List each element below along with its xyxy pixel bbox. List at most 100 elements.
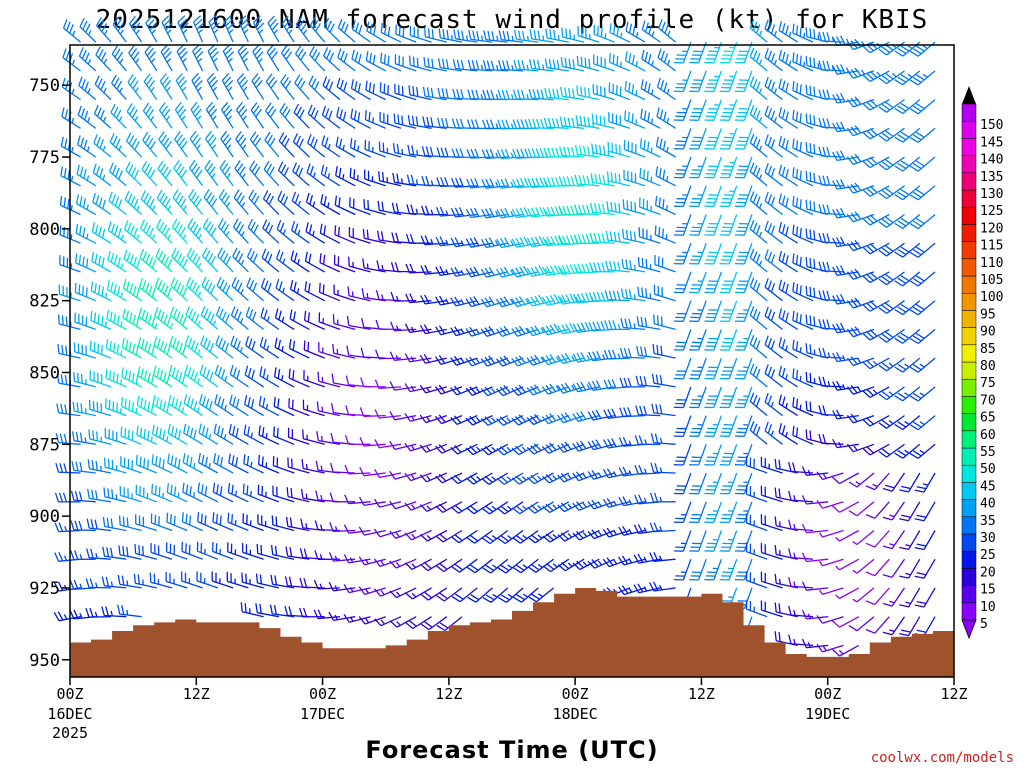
wind-barb (272, 485, 295, 503)
wind-barb (261, 248, 280, 273)
wind-barb (865, 530, 890, 548)
wind-barb (263, 160, 280, 187)
colorbar-segment (961, 430, 977, 449)
wind-barb (593, 54, 615, 72)
wind-barb (774, 487, 798, 503)
wind-barb (862, 386, 890, 398)
wind-barb (749, 133, 768, 158)
wind-barb (135, 484, 158, 503)
wind-barb (135, 514, 157, 532)
wind-barb (435, 295, 463, 306)
wind-barb (211, 541, 234, 560)
colorbar-label: 90 (980, 325, 996, 340)
wind-barb (865, 472, 890, 491)
wind-barb (689, 501, 707, 524)
wind-barb (818, 117, 844, 129)
y-tick-label: 750 (29, 76, 60, 96)
wind-barb (704, 271, 723, 294)
wind-barb (862, 415, 890, 427)
wind-barb (242, 483, 264, 503)
wind-barb (862, 99, 890, 111)
wind-barb (792, 23, 814, 43)
wind-barb (350, 79, 371, 101)
wind-barb (404, 558, 432, 570)
wind-barb (878, 156, 905, 171)
wind-barb (878, 386, 905, 401)
wind-barb (181, 541, 203, 560)
wind-barb (652, 344, 676, 359)
wind-barb (304, 281, 325, 302)
wind-barb (230, 306, 249, 330)
wind-barb (182, 453, 203, 474)
colorbar-label: 100 (980, 290, 1003, 305)
wind-barb (274, 337, 295, 359)
wind-barb (277, 190, 295, 215)
wind-barb (136, 395, 158, 417)
wind-barb (409, 25, 432, 43)
wind-barb (343, 524, 371, 534)
wind-barb (293, 103, 310, 129)
wind-barb (152, 365, 173, 388)
wind-barb (704, 501, 723, 524)
wind-barb (587, 499, 615, 510)
wind-barb (654, 195, 676, 216)
wind-barb (749, 277, 768, 302)
wind-barb (93, 134, 112, 158)
wind-barb (467, 89, 493, 101)
wind-barb (70, 490, 96, 503)
wind-barb (166, 483, 188, 503)
wind-barb (256, 543, 280, 560)
wind-barb (351, 49, 371, 72)
wind-barb (778, 279, 799, 302)
chart-title: 2025121600 NAM forecast wind profile (kt… (96, 5, 929, 35)
wind-barb (135, 455, 158, 474)
wind-barb (389, 616, 417, 628)
wind-barb (307, 104, 326, 129)
wind-barb (526, 384, 554, 396)
wind-barb (792, 368, 814, 388)
wind-barb (435, 236, 463, 247)
wind-barb (574, 144, 600, 158)
colorbar: 5 10 15 20 25 30 35 40 45 50 55 60 65 70 75 80 85 90 95 100… (961, 86, 1003, 640)
wind-barb (343, 613, 371, 623)
wind-barb (482, 558, 509, 574)
wind-barb (618, 585, 646, 596)
wind-barb (541, 413, 570, 425)
wind-barb (202, 247, 219, 273)
wind-barb (619, 347, 646, 359)
wind-barb (673, 300, 692, 322)
wind-barb (145, 15, 158, 43)
wind-barb (221, 72, 234, 100)
wind-barb (641, 20, 661, 43)
wind-barb (317, 371, 341, 388)
wind-barb (465, 266, 493, 278)
wind-barb (749, 162, 768, 187)
wind-barb (102, 546, 127, 560)
wind-barb (805, 343, 829, 359)
wind-barb (450, 501, 478, 514)
wind-barb (496, 148, 524, 160)
colorbar-label: 60 (980, 428, 996, 443)
wind-barb (805, 199, 829, 216)
wind-barb (495, 325, 524, 338)
wind-barb (395, 24, 417, 43)
wind-barb (86, 548, 112, 560)
wind-barb (110, 103, 127, 129)
wind-barb (639, 167, 661, 187)
wind-barb (764, 278, 783, 302)
wind-barb (420, 616, 448, 631)
wind-barb (654, 225, 676, 244)
wind-barb (288, 368, 310, 388)
wind-barb (749, 421, 768, 445)
wind-barb (636, 316, 661, 331)
wind-barb (214, 364, 234, 388)
wind-barb (105, 398, 127, 417)
wind-barb (404, 442, 432, 452)
wind-barb (541, 354, 569, 366)
colorbar-label: 105 (980, 273, 1003, 288)
wind-barb (778, 250, 799, 273)
wind-barb (778, 107, 799, 129)
wind-barb (572, 501, 600, 511)
wind-barb (241, 572, 264, 589)
wind-barb (673, 329, 692, 351)
